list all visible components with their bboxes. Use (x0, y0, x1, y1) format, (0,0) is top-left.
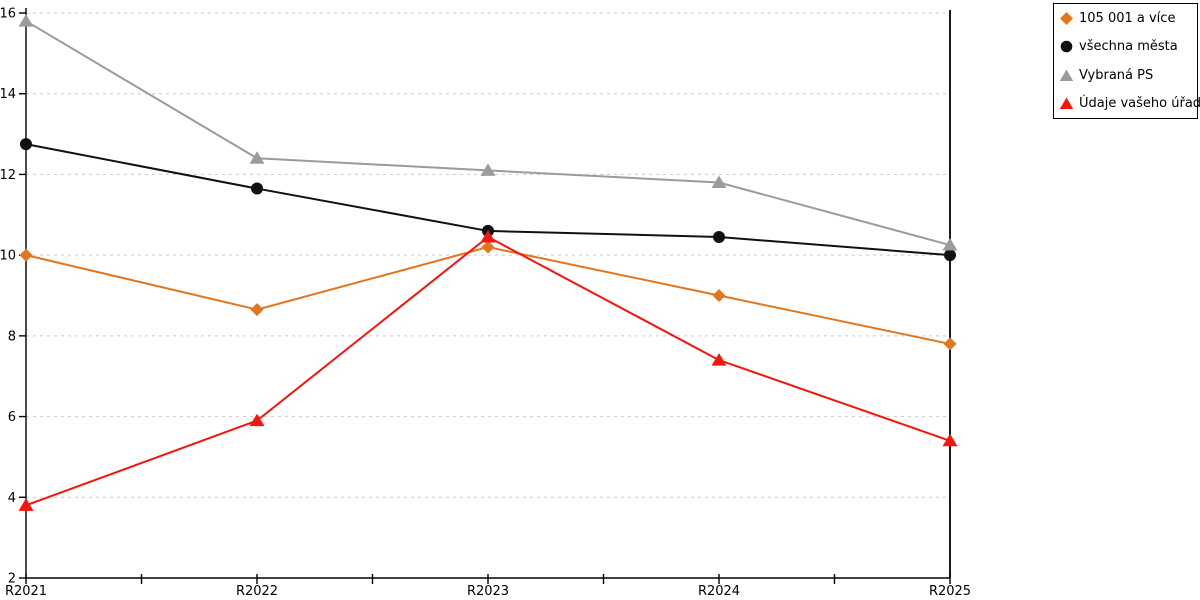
y-tick-label: 16 (0, 7, 16, 22)
triangle-glyph (1059, 69, 1074, 81)
y-tick-label: 14 (0, 87, 16, 102)
y-tick-label: 8 (8, 329, 16, 344)
triangle-marker (18, 498, 34, 511)
circle-marker (20, 138, 32, 151)
circle-marker (713, 230, 725, 243)
x-tick-label: R2021 (5, 584, 47, 599)
triangle-marker (942, 433, 958, 447)
diamond-icon (1060, 11, 1073, 25)
triangle-marker (18, 14, 34, 27)
triangle-marker (249, 413, 265, 427)
circle-marker (251, 182, 263, 195)
triangle-marker (711, 353, 727, 366)
legend-item: všechna města (1059, 39, 1197, 54)
y-tick-label: 12 (0, 168, 16, 183)
diamond-marker (250, 303, 264, 317)
diamond-glyph (1060, 11, 1073, 25)
x-tick-label: R2024 (698, 584, 740, 599)
diamond-marker (19, 248, 33, 262)
legend-label: Údaje vašeho úřadu (1079, 96, 1200, 112)
legend-item: Vybraná PS (1059, 68, 1197, 83)
legend: 105 001 a více všechna města Vybraná PS Úda… (1053, 3, 1200, 119)
x-tick-label: R2023 (467, 584, 509, 599)
legend-label: 105 001 a více (1079, 10, 1176, 26)
legend-item: 105 001 a více (1059, 11, 1197, 26)
legend-label: všechna města (1079, 39, 1178, 55)
x-tick-label: R2022 (236, 584, 278, 599)
x-tick-label: R2025 (929, 584, 971, 599)
series-line-0 (25, 246, 951, 345)
series-line-2 (25, 20, 951, 247)
triangle-glyph (1059, 97, 1074, 110)
diamond-marker (481, 240, 495, 254)
diamond-marker (712, 289, 726, 302)
circle-marker (944, 249, 956, 262)
y-tick-label: 6 (8, 410, 16, 425)
triangle-marker (249, 151, 265, 164)
legend-label: Vybraná PS (1079, 67, 1154, 83)
triangle-marker (711, 175, 727, 188)
series-line-3 (25, 235, 951, 507)
y-tick-label: 2 (8, 572, 16, 587)
diamond-marker (943, 337, 957, 351)
y-tick-label: 10 (0, 249, 16, 264)
triangle-marker (480, 163, 496, 176)
y-tick-label: 4 (8, 491, 16, 506)
triangle-icon (1059, 97, 1074, 110)
triangle-marker (480, 229, 496, 243)
triangle-icon (1059, 69, 1074, 81)
triangle-marker (942, 238, 958, 251)
legend-item: Údaje vašeho úřadu (1059, 96, 1200, 112)
circle-glyph (1060, 40, 1073, 53)
circle-icon (1060, 40, 1073, 53)
